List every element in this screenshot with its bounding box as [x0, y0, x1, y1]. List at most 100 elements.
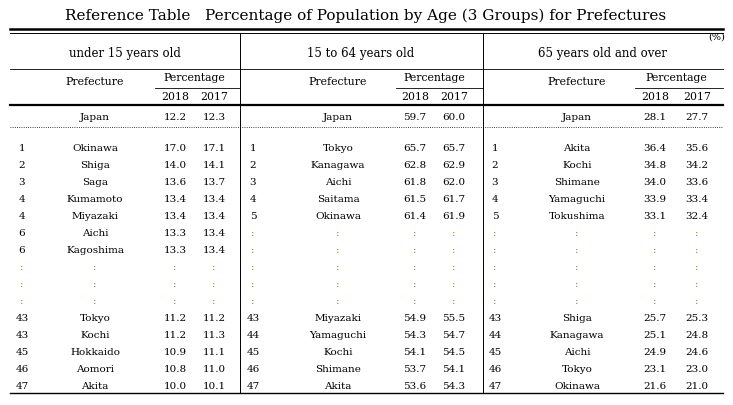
- Text: :: :: [213, 262, 216, 271]
- Text: :: :: [653, 279, 657, 288]
- Text: 1: 1: [18, 144, 26, 153]
- Text: :: :: [653, 296, 657, 305]
- Text: :: :: [695, 262, 699, 271]
- Text: Yamaguchi: Yamaguchi: [548, 194, 605, 203]
- Text: 24.6: 24.6: [685, 347, 709, 356]
- Text: Prefecture: Prefecture: [309, 77, 367, 87]
- Text: 13.4: 13.4: [202, 228, 226, 237]
- Text: Tokyo: Tokyo: [80, 313, 111, 322]
- Text: 23.1: 23.1: [644, 364, 666, 373]
- Text: 54.3: 54.3: [403, 330, 427, 339]
- Text: :: :: [575, 279, 579, 288]
- Text: 61.8: 61.8: [403, 177, 427, 187]
- Text: Tokushima: Tokushima: [549, 211, 605, 220]
- Text: 45: 45: [15, 347, 29, 356]
- Text: 11.2: 11.2: [202, 313, 226, 322]
- Text: 47: 47: [15, 381, 29, 390]
- Text: :: :: [413, 245, 417, 254]
- Text: Kanagawa: Kanagawa: [550, 330, 604, 339]
- Text: Japan: Japan: [323, 113, 353, 122]
- Text: Kanagawa: Kanagawa: [311, 161, 365, 170]
- Text: 24.9: 24.9: [644, 347, 666, 356]
- Text: :: :: [213, 279, 216, 288]
- Text: :: :: [575, 228, 579, 237]
- Text: 11.0: 11.0: [202, 364, 226, 373]
- Text: :: :: [336, 279, 340, 288]
- Text: 33.1: 33.1: [644, 211, 666, 220]
- Text: 13.4: 13.4: [202, 194, 226, 203]
- Text: :: :: [452, 262, 456, 271]
- Text: :: :: [336, 296, 340, 305]
- Text: Saitama: Saitama: [317, 194, 359, 203]
- Text: :: :: [452, 245, 456, 254]
- Text: under 15 years old: under 15 years old: [69, 47, 181, 60]
- Text: Okinawa: Okinawa: [315, 211, 361, 220]
- Text: 61.5: 61.5: [403, 194, 427, 203]
- Text: 10.1: 10.1: [202, 381, 226, 390]
- Text: :: :: [93, 262, 97, 271]
- Text: 33.4: 33.4: [685, 194, 709, 203]
- Text: :: :: [251, 262, 255, 271]
- Text: 34.2: 34.2: [685, 161, 709, 170]
- Text: :: :: [413, 262, 417, 271]
- Text: Akita: Akita: [324, 381, 352, 390]
- Text: :: :: [575, 262, 579, 271]
- Text: 65.7: 65.7: [443, 144, 465, 153]
- Text: 53.6: 53.6: [403, 381, 427, 390]
- Text: :: :: [173, 296, 177, 305]
- Text: 21.0: 21.0: [685, 381, 709, 390]
- Text: 45: 45: [488, 347, 501, 356]
- Text: :: :: [251, 279, 255, 288]
- Text: 61.7: 61.7: [443, 194, 465, 203]
- Text: 62.8: 62.8: [403, 161, 427, 170]
- Text: 12.3: 12.3: [202, 113, 226, 122]
- Text: 34.0: 34.0: [644, 177, 666, 187]
- Text: 11.3: 11.3: [202, 330, 226, 339]
- Text: 54.7: 54.7: [443, 330, 465, 339]
- Text: 46: 46: [488, 364, 501, 373]
- Text: Percentage: Percentage: [645, 73, 707, 83]
- Text: :: :: [452, 279, 456, 288]
- Text: Yamaguchi: Yamaguchi: [309, 330, 366, 339]
- Text: :: :: [173, 279, 177, 288]
- Text: 2018: 2018: [641, 92, 669, 102]
- Text: 5: 5: [250, 211, 257, 220]
- Text: Kochi: Kochi: [562, 161, 592, 170]
- Text: Tokyo: Tokyo: [323, 144, 353, 153]
- Text: 17.0: 17.0: [163, 144, 187, 153]
- Text: 2017: 2017: [683, 92, 711, 102]
- Text: :: :: [251, 228, 255, 237]
- Text: 13.4: 13.4: [163, 194, 187, 203]
- Text: 5: 5: [492, 211, 498, 220]
- Text: Aichi: Aichi: [82, 228, 108, 237]
- Text: 65.7: 65.7: [403, 144, 427, 153]
- Text: :: :: [695, 279, 699, 288]
- Text: (%): (%): [708, 32, 725, 41]
- Text: 11.2: 11.2: [163, 313, 187, 322]
- Text: 25.1: 25.1: [644, 330, 666, 339]
- Text: Akita: Akita: [564, 144, 591, 153]
- Text: Akita: Akita: [81, 381, 108, 390]
- Text: 4: 4: [492, 194, 498, 203]
- Text: :: :: [336, 262, 340, 271]
- Text: :: :: [213, 296, 216, 305]
- Text: 27.7: 27.7: [685, 113, 709, 122]
- Text: :: :: [336, 245, 340, 254]
- Text: 10.0: 10.0: [163, 381, 187, 390]
- Text: 54.9: 54.9: [403, 313, 427, 322]
- Text: 12.2: 12.2: [163, 113, 187, 122]
- Text: :: :: [93, 296, 97, 305]
- Text: Japan: Japan: [562, 113, 592, 122]
- Text: 43: 43: [246, 313, 259, 322]
- Text: 4: 4: [18, 194, 26, 203]
- Text: Tokyo: Tokyo: [561, 364, 592, 373]
- Text: 4: 4: [250, 194, 257, 203]
- Text: :: :: [493, 245, 497, 254]
- Text: :: :: [575, 296, 579, 305]
- Text: 13.3: 13.3: [163, 245, 187, 254]
- Text: :: :: [695, 228, 699, 237]
- Text: 25.3: 25.3: [685, 313, 709, 322]
- Text: Hokkaido: Hokkaido: [70, 347, 120, 356]
- Text: 6: 6: [18, 245, 26, 254]
- Text: :: :: [21, 296, 23, 305]
